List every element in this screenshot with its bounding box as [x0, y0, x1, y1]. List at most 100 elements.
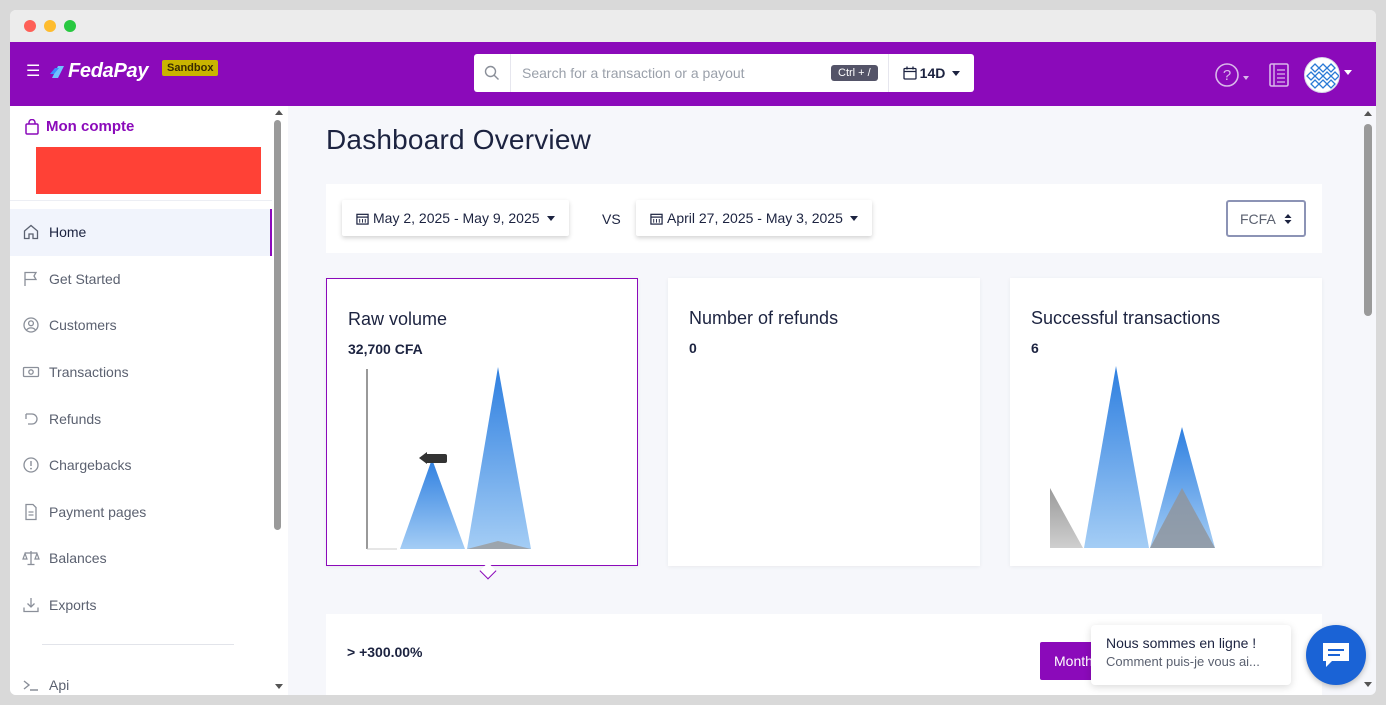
- sidebar-item-label: Transactions: [49, 364, 129, 381]
- card-number-of-refunds[interactable]: Number of refunds 0: [668, 278, 980, 566]
- title-bar: [10, 10, 1376, 42]
- docs-icon[interactable]: [1268, 63, 1290, 87]
- avatar[interactable]: [1304, 57, 1340, 93]
- sidebar-item-label: Balances: [49, 550, 107, 567]
- sidebar-item-label: Chargebacks: [49, 457, 132, 474]
- sidebar-item-get-started[interactable]: Get Started: [10, 256, 272, 303]
- currency-select[interactable]: FCFA: [1226, 200, 1306, 237]
- sidebar-item-label: Payment pages: [49, 503, 147, 520]
- card-title: Raw volume: [348, 309, 448, 329]
- account-label: Mon compte: [46, 118, 135, 135]
- compare-range-dropdown[interactable]: April 27, 2025 - May 3, 2025: [636, 200, 872, 236]
- spark-compare-peak: [467, 541, 531, 549]
- sort-updown-icon: [1284, 214, 1292, 224]
- sidebar-nav: Home Get Started Customers Transactions …: [10, 209, 272, 695]
- tooltip-marker: [419, 452, 447, 464]
- page-title: Dashboard Overview: [326, 124, 592, 155]
- card-value: 32,700 CFA: [348, 341, 423, 357]
- sidebar-item-label: Exports: [49, 597, 97, 614]
- calendar-icon: [650, 213, 663, 225]
- vs-label: VS: [602, 211, 621, 227]
- avatar-pattern-icon: [1306, 63, 1339, 89]
- compare-range-label: April 27, 2025 - May 3, 2025: [667, 210, 843, 226]
- money-icon: [22, 366, 40, 378]
- redacted-account-name: [36, 147, 261, 194]
- bag-icon: [25, 118, 39, 135]
- date-range-dropdown[interactable]: May 2, 2025 - May 9, 2025: [342, 200, 569, 236]
- spark-compare-peak: [1050, 488, 1083, 548]
- help-icon[interactable]: ?: [1215, 63, 1253, 87]
- chevron-down-icon: [546, 215, 555, 221]
- card-successful-transactions[interactable]: Successful transactions 6: [1010, 278, 1322, 566]
- sidebar-item-home[interactable]: Home: [10, 209, 272, 256]
- card-title: Successful transactions: [1031, 308, 1221, 328]
- calendar-icon: [356, 213, 369, 225]
- scale-icon: [22, 551, 40, 566]
- sidebar-item-exports[interactable]: Exports: [10, 582, 272, 629]
- maximize-window-button[interactable]: [64, 20, 76, 32]
- sidebar-scrollbar[interactable]: [274, 120, 281, 530]
- chat-launcher-button[interactable]: [1306, 625, 1366, 685]
- divider: [42, 644, 234, 646]
- date-range-label: May 2, 2025 - May 9, 2025: [373, 210, 540, 226]
- fedapay-logo-icon: [50, 65, 64, 78]
- spark-peak: [467, 367, 531, 549]
- flag-icon: [24, 271, 38, 286]
- calendar-icon: [903, 66, 917, 80]
- chat-line-2: Comment puis-je vous ai...: [1106, 654, 1260, 669]
- main-content: Dashboard Overview May 2, 2025 - May 9, …: [288, 106, 1362, 695]
- download-icon: [23, 598, 39, 613]
- chevron-down-icon[interactable]: [1344, 70, 1352, 75]
- sidebar-item-balances[interactable]: Balances: [10, 535, 272, 582]
- chat-greeting-bubble[interactable]: Nous sommes en ligne ! Comment puis-je v…: [1091, 625, 1291, 685]
- filter-bar: May 2, 2025 - May 9, 2025 VS April 27, 2…: [326, 184, 1322, 253]
- scroll-up-arrow[interactable]: [275, 110, 283, 115]
- svg-text:?: ?: [1223, 67, 1231, 84]
- sidebar-item-payment-pages[interactable]: Payment pages: [10, 489, 272, 536]
- close-window-button[interactable]: [24, 20, 36, 32]
- account-switcher[interactable]: Mon compte: [24, 118, 134, 135]
- sidebar-item-customers[interactable]: Customers: [10, 302, 272, 349]
- sidebar-item-label: Customers: [49, 317, 117, 334]
- sidebar-item-label: Get Started: [49, 270, 121, 287]
- period-label: 14D: [919, 65, 946, 81]
- spark-peak: [1084, 366, 1149, 548]
- app-logo[interactable]: FedaPay: [50, 60, 148, 83]
- browser-window: ☰ FedaPay Sandbox Ctrl + /: [10, 10, 1376, 695]
- card-raw-volume[interactable]: Raw volume 32,700 CFA: [326, 278, 638, 580]
- scroll-down-arrow[interactable]: [1364, 682, 1372, 687]
- home-icon: [23, 224, 39, 240]
- refund-icon: [25, 413, 38, 425]
- sidebar-item-chargebacks[interactable]: Chargebacks: [10, 442, 272, 489]
- sidebar-item-api[interactable]: Api: [10, 661, 272, 695]
- sidebar-item-label: Refunds: [49, 410, 102, 427]
- search-input[interactable]: [522, 63, 822, 83]
- successful-transactions-sparkline: [1050, 366, 1215, 548]
- document-icon: [25, 503, 37, 521]
- chat-icon: [1323, 643, 1349, 667]
- divider: [10, 200, 272, 201]
- hamburger-icon[interactable]: ☰: [26, 63, 41, 80]
- chat-line-1: Nous sommes en ligne !: [1106, 635, 1257, 651]
- search-icon: [484, 65, 499, 80]
- card-value: 6: [1031, 340, 1039, 356]
- main-scrollbar[interactable]: [1364, 124, 1372, 316]
- scroll-down-arrow[interactable]: [275, 684, 283, 689]
- card-title: Number of refunds: [689, 308, 839, 328]
- top-navigation-bar: ☰ FedaPay Sandbox Ctrl + /: [10, 42, 1376, 106]
- scroll-up-arrow[interactable]: [1364, 111, 1372, 116]
- sidebar-item-label: Api: [49, 676, 70, 693]
- chevron-down-icon: [952, 70, 961, 76]
- sidebar-item-refunds[interactable]: Refunds: [10, 395, 272, 442]
- app-name: FedaPay: [68, 60, 149, 82]
- currency-label: FCFA: [1240, 210, 1276, 227]
- terminal-icon: [23, 680, 38, 691]
- sidebar: Mon compte Home Get Started Customers Tr…: [10, 106, 288, 695]
- growth-value: > +300.00%: [347, 644, 423, 660]
- chevron-down-icon: [849, 215, 858, 221]
- search-bar: Ctrl + / 14D: [474, 54, 974, 92]
- alert-circle-icon: [23, 457, 39, 473]
- sidebar-item-transactions[interactable]: Transactions: [10, 349, 272, 396]
- minimize-window-button[interactable]: [44, 20, 56, 32]
- period-dropdown[interactable]: 14D: [888, 54, 974, 92]
